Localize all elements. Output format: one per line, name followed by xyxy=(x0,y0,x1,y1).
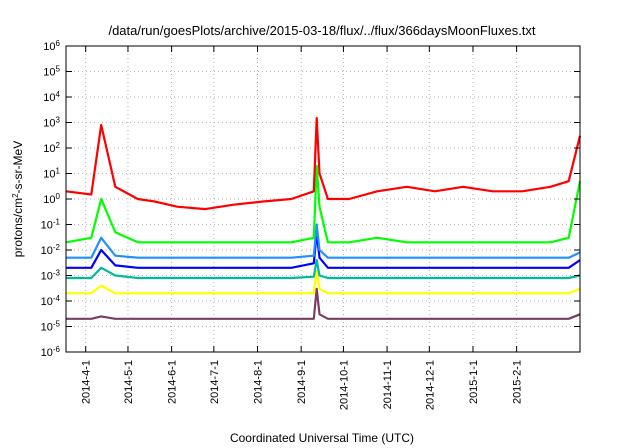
y-tick-label: 10-3 xyxy=(41,268,61,283)
y-tick-base: 10 xyxy=(43,169,55,181)
y-tick-label: 103 xyxy=(43,115,60,130)
x-tick-label: 2014-8-1 xyxy=(253,360,265,404)
y-tick-label: 102 xyxy=(43,141,60,156)
x-tick-label: 2014-6-1 xyxy=(167,360,179,404)
y-tick-exp: 6 xyxy=(56,39,61,48)
y-tick-label: 106 xyxy=(43,39,60,54)
x-tick-label: 2014-5-1 xyxy=(123,360,135,404)
x-tick-label: 2014-7-1 xyxy=(209,360,221,404)
y-tick-exp: -4 xyxy=(53,294,61,303)
y-tick-label: 100 xyxy=(43,192,60,207)
y-tick-base: 10 xyxy=(43,194,55,206)
x-tick-label: 2015-1-1 xyxy=(468,360,480,404)
y-tick-exp: -2 xyxy=(53,243,61,252)
y-tick-base: 10 xyxy=(43,118,55,130)
y-tick-exp: 2 xyxy=(56,141,61,150)
y-tick-base: 10 xyxy=(43,143,55,155)
y-tick-label: 105 xyxy=(43,64,60,79)
y-tick-base: 10 xyxy=(43,67,55,79)
y-tick-label: 10-5 xyxy=(41,319,61,334)
series-line-6 xyxy=(65,116,582,211)
x-tick-label: 2014-11-1 xyxy=(382,360,394,409)
y-tick-label: 10-6 xyxy=(41,345,61,360)
series-line-5 xyxy=(65,164,582,244)
axis-ticks xyxy=(66,45,580,353)
y-tick-exp: 0 xyxy=(56,192,61,201)
y-tick-label: 10-4 xyxy=(41,294,61,309)
y-tick-base: 10 xyxy=(43,41,55,53)
y-tick-label: 104 xyxy=(43,90,60,105)
y-tick-exp: -3 xyxy=(53,268,61,277)
x-tick-label: 2015-2-1 xyxy=(512,360,524,404)
y-axis-label-sup: 2 xyxy=(11,193,20,198)
y-tick-exp: -6 xyxy=(53,345,61,354)
y-tick-exp: 4 xyxy=(56,90,61,99)
x-tick-label: 2014-12-1 xyxy=(424,360,436,410)
series-layer xyxy=(65,116,582,320)
y-tick-exp: 5 xyxy=(56,64,61,73)
y-tick-base: 10 xyxy=(41,347,53,359)
y-axis-label-base: protons/cm xyxy=(11,198,25,257)
y-tick-base: 10 xyxy=(41,245,53,257)
x-tick-labels: 2014-4-1 2014-5-1 2014-6-1 2014-7-1 2014-8-1… xyxy=(81,360,524,410)
y-axis-label-rest: -s-sr-MeV xyxy=(11,141,25,194)
x-tick-label: 2014-4-1 xyxy=(81,360,93,404)
x-tick-label: 2014-10-1 xyxy=(338,360,350,410)
y-tick-base: 10 xyxy=(41,322,53,334)
y-tick-exp: -1 xyxy=(53,217,61,226)
y-tick-base: 10 xyxy=(43,92,55,104)
series-line-0 xyxy=(66,287,581,320)
y-tick-base: 10 xyxy=(41,271,53,283)
x-tick-label: 2014-9-1 xyxy=(296,360,308,404)
grid-lines xyxy=(66,46,580,352)
series-line-2 xyxy=(66,259,581,280)
y-tick-base: 10 xyxy=(41,296,53,308)
series-line-1 xyxy=(66,269,581,295)
y-tick-labels: 10-610-510-410-310-210-11001011021031041… xyxy=(41,39,61,360)
y-tick-exp: 3 xyxy=(56,115,61,124)
y-tick-label: 101 xyxy=(43,166,60,181)
y-axis-label: protons/cm2-s-sr-MeV xyxy=(11,141,26,257)
y-tick-exp: -5 xyxy=(53,319,61,328)
x-axis-label: Coordinated Universal Time (UTC) xyxy=(230,431,414,445)
y-tick-exp: 1 xyxy=(56,166,61,175)
y-tick-label: 10-1 xyxy=(41,217,61,232)
series-line-4 xyxy=(66,223,581,259)
y-tick-base: 10 xyxy=(41,220,53,232)
y-tick-label: 10-2 xyxy=(41,243,61,258)
chart-title: /data/run/goesPlots/archive/2015-03-18/f… xyxy=(108,23,535,38)
